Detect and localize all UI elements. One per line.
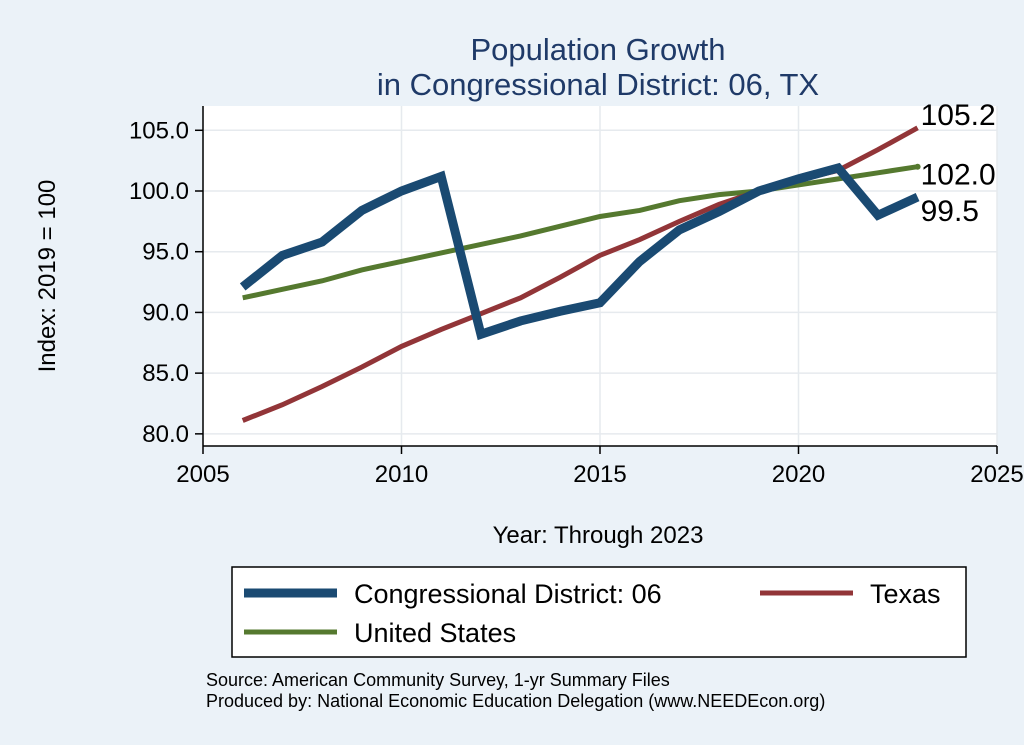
source-note: Source: American Community Survey, 1-yr … — [206, 670, 670, 690]
y-tick-label: 95.0 — [142, 239, 189, 266]
y-tick-label: 90.0 — [142, 299, 189, 326]
producer-note: Produced by: National Economic Education… — [206, 691, 825, 711]
y-tick-label: 80.0 — [142, 421, 189, 448]
end-label-us: 102.0 — [921, 159, 996, 192]
legend-box — [231, 566, 967, 658]
x-tick-label: 2015 — [573, 461, 626, 488]
end-label-district: 99.5 — [921, 195, 979, 228]
y-tick-label: 85.0 — [142, 360, 189, 387]
x-tick-label: 2005 — [176, 461, 229, 488]
y-axis-label: Index: 2019 = 100 — [34, 180, 61, 373]
legend-label-texas: Texas — [870, 579, 941, 609]
grid-lines — [202, 106, 998, 446]
series-line-us — [242, 164, 918, 301]
x-tick-label: 2010 — [375, 461, 428, 488]
axes: 80.0 85.0 90.0 95.0 100.0 105.0 2005 2010 2015 20… — [129, 106, 1024, 488]
x-tick-label: 2020 — [772, 461, 825, 488]
x-tick-label: 2025 — [970, 461, 1023, 488]
series-lines — [239, 125, 921, 423]
end-labels: 99.5 105.2 102.0 — [921, 99, 996, 228]
chart-title-line-1: Population Growth — [470, 32, 725, 67]
chart-title-line-2: in Congressional District: 06, TX — [377, 67, 820, 102]
legend-label-district: Congressional District: 06 — [354, 579, 662, 609]
legend-label-us: United States — [354, 618, 516, 648]
legend: Congressional District: 06 Texas United … — [231, 566, 967, 658]
end-label-texas: 105.2 — [921, 99, 996, 132]
series-line-district — [239, 162, 920, 341]
series-end-point-us — [914, 163, 921, 170]
x-axis-label: Year: Through 2023 — [493, 522, 704, 549]
y-tick-label: 100.0 — [129, 178, 189, 205]
y-tick-label: 105.0 — [129, 117, 189, 144]
